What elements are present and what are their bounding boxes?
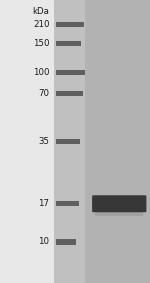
Text: 10: 10 bbox=[39, 237, 50, 246]
Bar bbox=[54, 0, 86, 283]
Bar bbox=[54, 0, 150, 283]
Bar bbox=[56, 91, 83, 96]
Text: 210: 210 bbox=[33, 20, 50, 29]
Text: kDa: kDa bbox=[33, 7, 50, 16]
Text: 17: 17 bbox=[39, 199, 50, 208]
Bar bbox=[56, 70, 85, 75]
Text: 150: 150 bbox=[33, 39, 50, 48]
Bar bbox=[85, 0, 150, 283]
Bar bbox=[56, 139, 80, 144]
Text: 100: 100 bbox=[33, 68, 50, 77]
FancyBboxPatch shape bbox=[92, 195, 146, 212]
Bar bbox=[56, 239, 76, 245]
Bar bbox=[94, 211, 142, 216]
Bar bbox=[56, 22, 84, 27]
Text: 35: 35 bbox=[39, 137, 50, 146]
Bar bbox=[56, 201, 79, 206]
Text: 70: 70 bbox=[39, 89, 50, 98]
Bar bbox=[56, 41, 81, 46]
